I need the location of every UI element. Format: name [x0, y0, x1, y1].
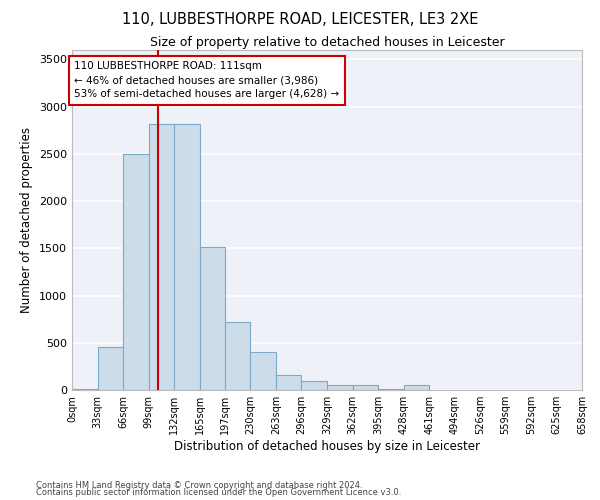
Text: 110, LUBBESTHORPE ROAD, LEICESTER, LE3 2XE: 110, LUBBESTHORPE ROAD, LEICESTER, LE3 2… — [122, 12, 478, 28]
Text: 110 LUBBESTHORPE ROAD: 111sqm
← 46% of detached houses are smaller (3,986)
53% o: 110 LUBBESTHORPE ROAD: 111sqm ← 46% of d… — [74, 62, 340, 100]
Bar — [250, 352, 276, 390]
Bar — [224, 322, 250, 390]
Bar — [327, 386, 353, 390]
X-axis label: Distribution of detached houses by size in Leicester: Distribution of detached houses by size … — [174, 440, 480, 453]
Bar — [123, 154, 149, 390]
Bar — [98, 346, 123, 390]
Bar — [404, 385, 430, 390]
Bar — [378, 389, 404, 390]
Bar — [175, 124, 200, 390]
Bar — [72, 388, 98, 390]
Bar — [301, 380, 327, 390]
Text: Contains public sector information licensed under the Open Government Licence v3: Contains public sector information licen… — [36, 488, 401, 497]
Text: Contains HM Land Registry data © Crown copyright and database right 2024.: Contains HM Land Registry data © Crown c… — [36, 480, 362, 490]
Bar — [149, 124, 175, 390]
Bar — [353, 385, 378, 390]
Bar — [200, 248, 224, 390]
Bar — [276, 376, 301, 390]
Title: Size of property relative to detached houses in Leicester: Size of property relative to detached ho… — [149, 36, 505, 49]
Y-axis label: Number of detached properties: Number of detached properties — [20, 127, 34, 313]
